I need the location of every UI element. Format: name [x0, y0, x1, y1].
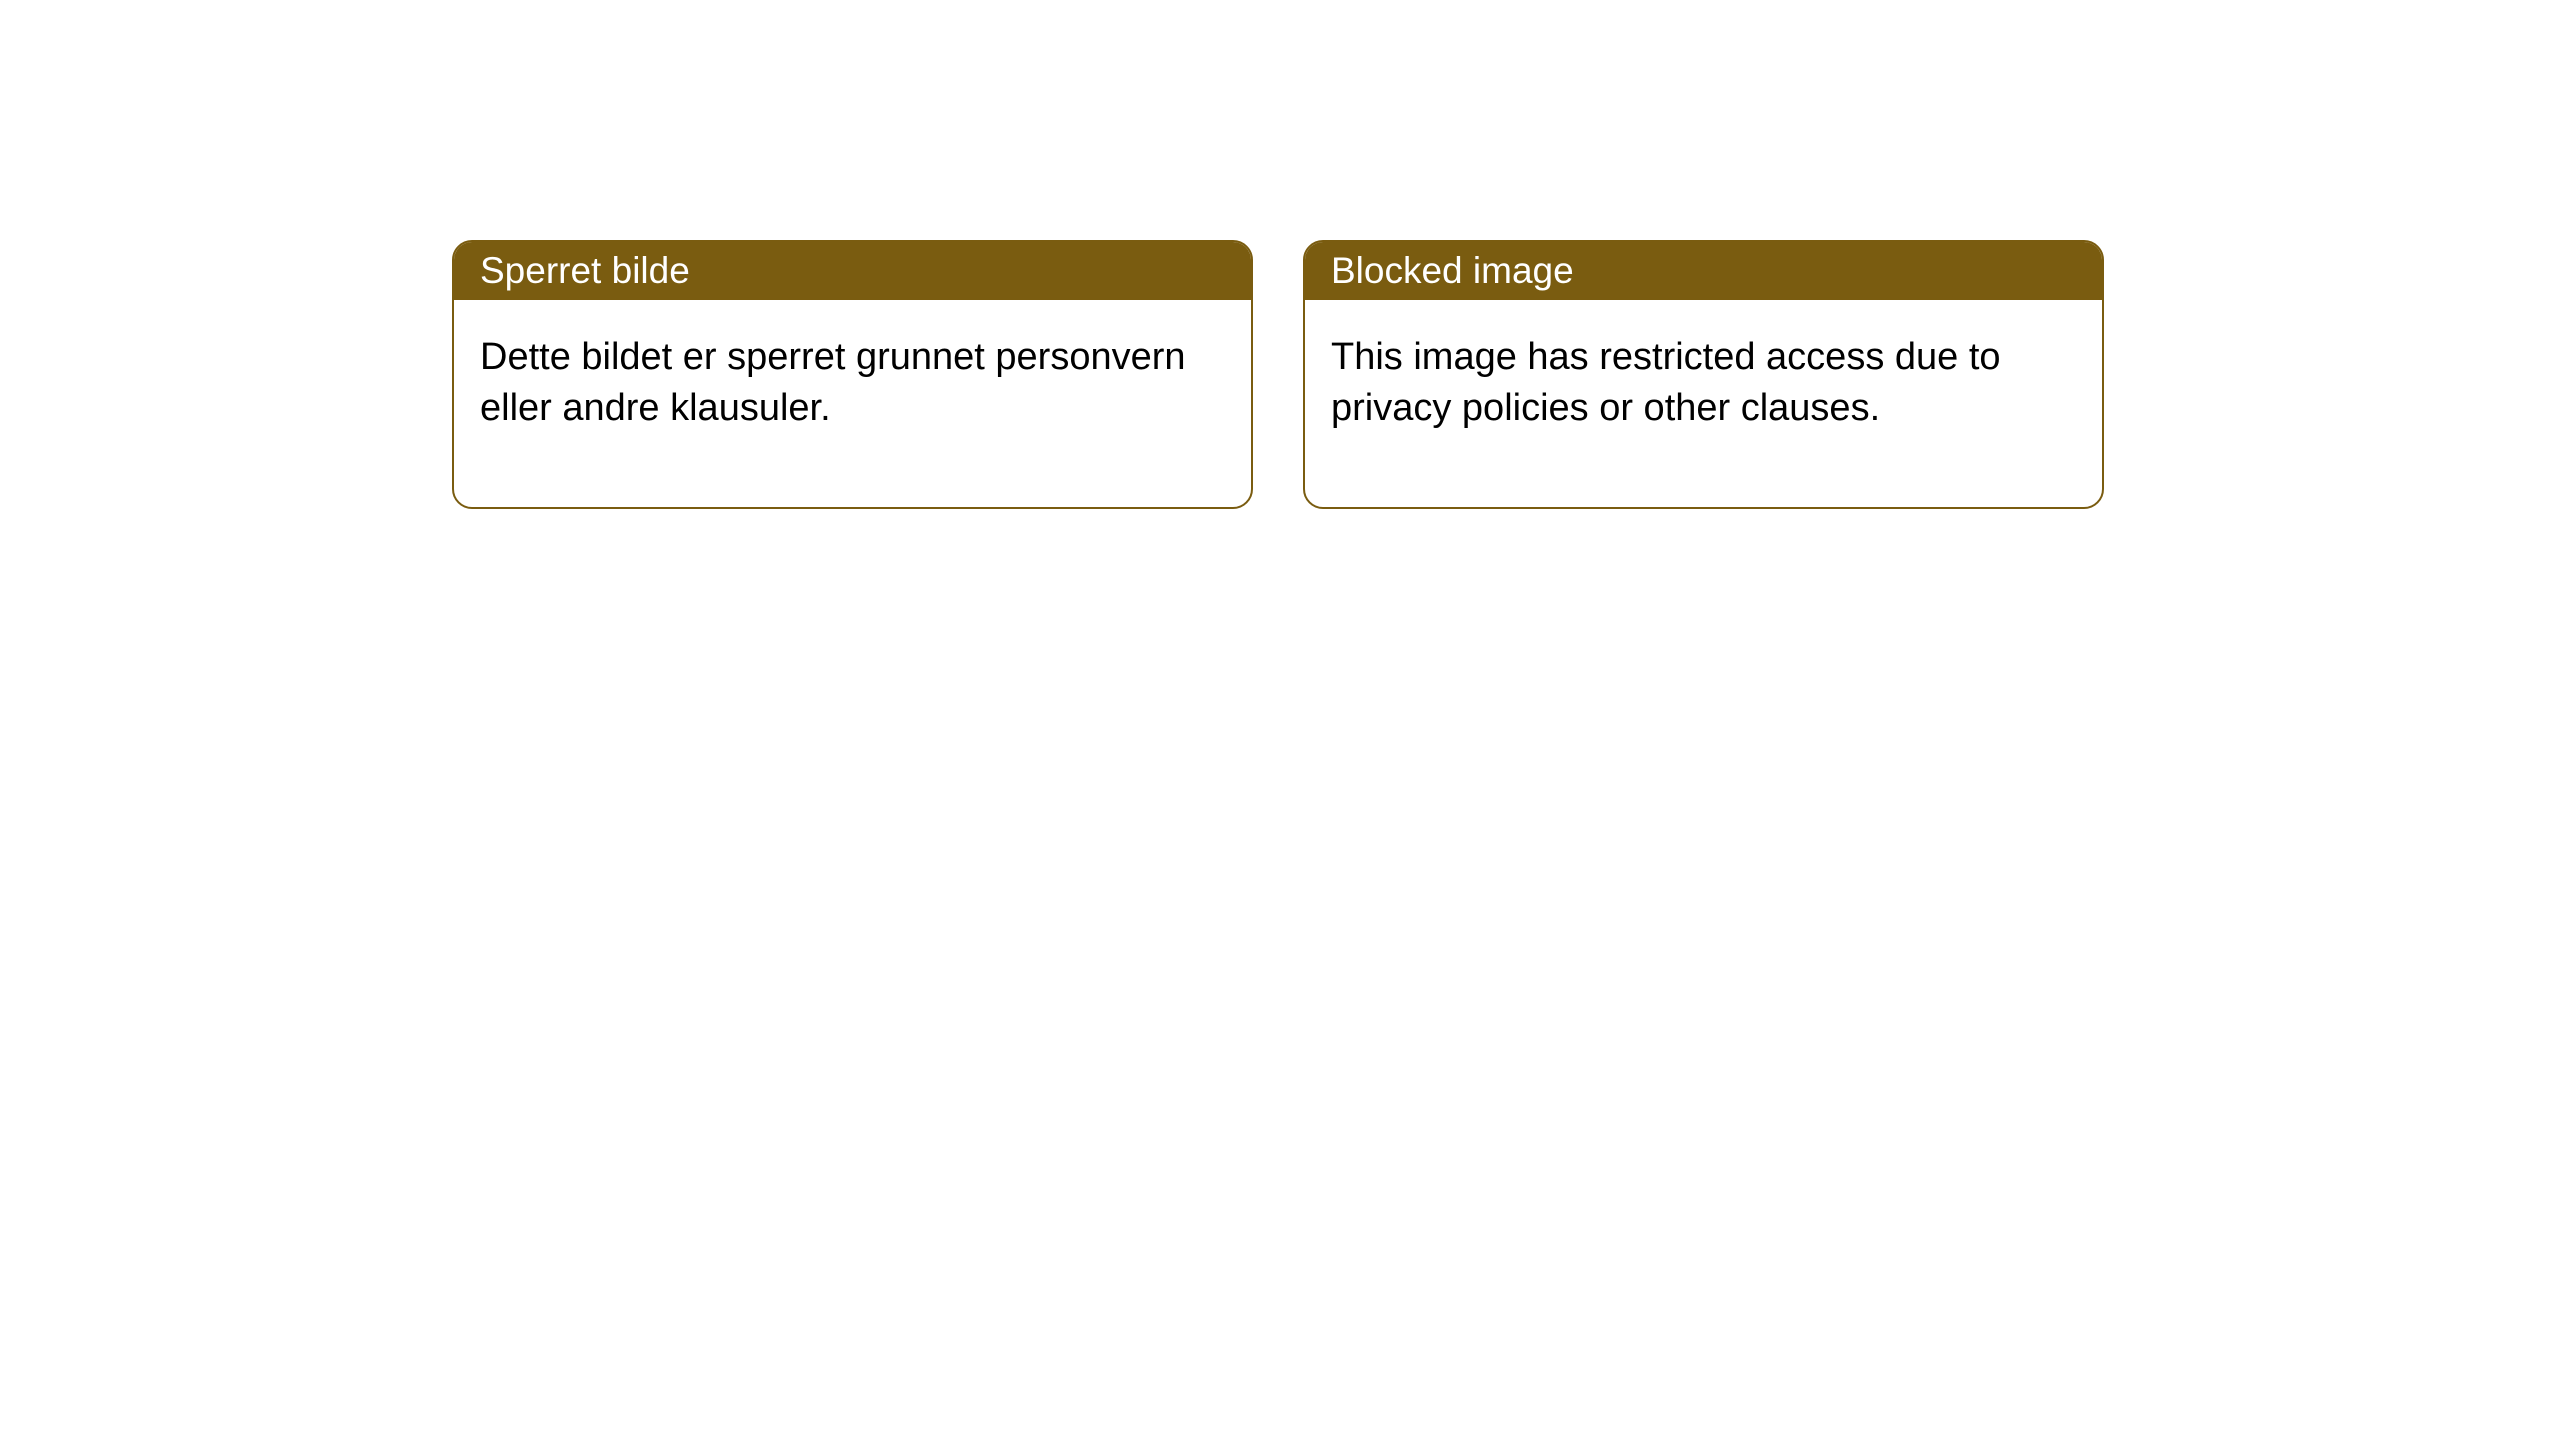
- card-title: Sperret bilde: [480, 250, 690, 291]
- card-body: This image has restricted access due to …: [1305, 300, 2102, 507]
- notice-container: Sperret bilde Dette bildet er sperret gr…: [0, 0, 2560, 509]
- notice-card-english: Blocked image This image has restricted …: [1303, 240, 2104, 509]
- card-header: Blocked image: [1305, 242, 2102, 300]
- notice-card-norwegian: Sperret bilde Dette bildet er sperret gr…: [452, 240, 1253, 509]
- card-title: Blocked image: [1331, 250, 1574, 291]
- card-message: Dette bildet er sperret grunnet personve…: [480, 336, 1186, 429]
- card-body: Dette bildet er sperret grunnet personve…: [454, 300, 1251, 507]
- card-header: Sperret bilde: [454, 242, 1251, 300]
- card-message: This image has restricted access due to …: [1331, 336, 2001, 429]
